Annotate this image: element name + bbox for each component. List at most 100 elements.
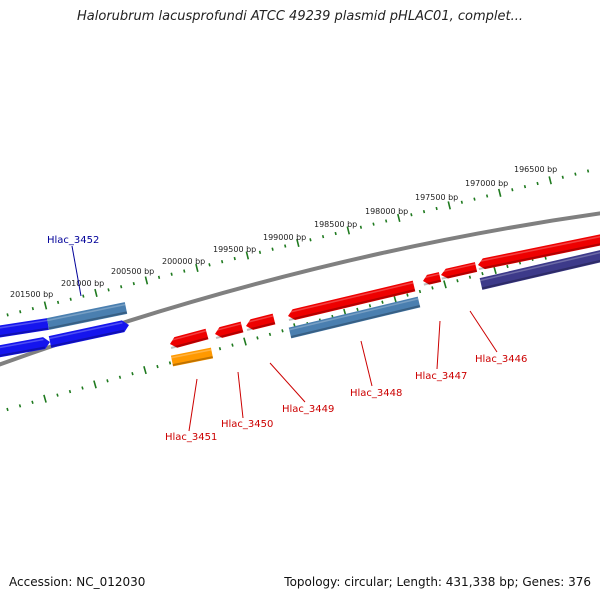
gene-arrow bbox=[48, 320, 129, 348]
gene-label-callouts: Hlac_3452 Hlac_3451 Hlac_3450 Hlac_3449 Hlac… bbox=[47, 235, 527, 443]
scale-label: 199500 bp bbox=[213, 245, 256, 254]
gene-arrow bbox=[479, 250, 600, 290]
gene-arrow bbox=[287, 280, 416, 321]
gene-arrow-body bbox=[479, 250, 600, 290]
outer-tick-major bbox=[94, 288, 98, 298]
gene-arrow-highlight bbox=[245, 315, 274, 324]
outer-tick-major bbox=[497, 188, 502, 197]
outer-tick-minor bbox=[473, 197, 476, 201]
outer-tick-minor bbox=[511, 188, 514, 192]
outer-tick-minor bbox=[107, 288, 110, 292]
gene-arrow bbox=[477, 234, 600, 271]
outer-tick-minor bbox=[271, 247, 274, 251]
inner-tick-minor bbox=[6, 407, 9, 412]
outer-tick-major bbox=[447, 201, 451, 210]
outer-tick-minor bbox=[233, 256, 236, 261]
gene-arrow-body bbox=[288, 280, 416, 320]
outer-tick-minor bbox=[536, 181, 539, 186]
gene-arrow-body bbox=[170, 347, 214, 367]
gene-arrow bbox=[0, 318, 49, 338]
outer-tick-minor bbox=[321, 235, 325, 239]
inner-tick-minor bbox=[218, 347, 222, 351]
inner-tick-minor bbox=[381, 300, 384, 304]
inner-tick-minor bbox=[106, 379, 109, 383]
outer-tick-minor bbox=[372, 222, 375, 226]
inner-tick-major bbox=[493, 265, 497, 275]
inner-tick-minor bbox=[356, 307, 359, 312]
scale-label: 199000 bp bbox=[263, 233, 306, 242]
gene-arrow-highlight bbox=[0, 338, 44, 349]
outer-tick-minor bbox=[19, 310, 22, 314]
gene-arrow-body bbox=[423, 272, 442, 285]
gene-arrow-highlight bbox=[49, 322, 123, 340]
outer-tick-major bbox=[548, 176, 552, 185]
inner-tick-major bbox=[243, 337, 247, 346]
outer-tick-major bbox=[245, 251, 250, 260]
outer-tick-minor bbox=[170, 272, 173, 276]
gene-label: Hlac_3447 bbox=[415, 371, 467, 382]
outer-tick-minor bbox=[31, 306, 34, 311]
inner-tick-minor bbox=[68, 389, 72, 394]
scale-label: 200500 bp bbox=[111, 267, 154, 276]
gene-arrow bbox=[245, 313, 276, 331]
gene-features bbox=[0, 234, 600, 367]
gene-arrow bbox=[0, 337, 50, 358]
outer-tick-minor bbox=[120, 285, 123, 289]
inner-tick-minor bbox=[81, 386, 84, 390]
inner-tick-major bbox=[143, 366, 147, 375]
gene-arrow-shade bbox=[50, 329, 125, 348]
callout-line bbox=[237, 371, 244, 419]
gene-arrow bbox=[440, 262, 478, 280]
outer-tick-major bbox=[144, 276, 149, 285]
scale-label: 197000 bp bbox=[465, 179, 508, 188]
outer-tick-minor bbox=[82, 294, 85, 298]
callout-line bbox=[269, 362, 306, 403]
gene-arrow-body bbox=[441, 262, 478, 279]
outer-tick-minor bbox=[334, 231, 337, 236]
outer-tick-minor bbox=[523, 184, 527, 189]
outer-tick-minor bbox=[435, 206, 438, 211]
outer-tick-minor bbox=[183, 269, 186, 273]
gene-arrow-shade bbox=[48, 311, 128, 330]
accession-text: Accession: NC_012030 bbox=[9, 575, 146, 589]
gene-arrow-body bbox=[246, 313, 276, 330]
inner-tick-minor bbox=[506, 264, 509, 269]
inner-tick-major bbox=[443, 280, 447, 289]
gene-arrow bbox=[288, 296, 421, 339]
inner-tick-minor bbox=[31, 400, 34, 404]
outer-tick-minor bbox=[485, 194, 489, 198]
outer-tick-minor bbox=[208, 263, 211, 267]
outer-tick-minor bbox=[359, 225, 363, 229]
gene-arrow-shade bbox=[0, 327, 49, 338]
scale-label: 201000 bp bbox=[61, 279, 104, 288]
callout-line bbox=[188, 378, 198, 432]
gene-arrow-highlight bbox=[422, 273, 440, 279]
scale-label: 200000 bp bbox=[162, 257, 205, 266]
gene-arrow bbox=[170, 347, 214, 367]
gene-arrow-shade bbox=[290, 305, 421, 338]
outer-scale-ticks bbox=[6, 169, 590, 317]
outer-tick-minor bbox=[561, 175, 564, 179]
outer-tick-minor bbox=[460, 200, 464, 204]
gene-arrow-body bbox=[288, 296, 421, 339]
gene-label: Hlac_3452 bbox=[47, 235, 99, 246]
gene-arrow-shade bbox=[481, 259, 600, 290]
gene-arrow-body bbox=[0, 337, 50, 358]
gene-arrow-shade bbox=[215, 330, 244, 339]
gene-arrow-highlight bbox=[168, 330, 207, 342]
inner-tick-minor bbox=[256, 336, 259, 340]
scale-label: 197500 bp bbox=[415, 193, 458, 202]
inner-tick-minor bbox=[156, 364, 159, 369]
outer-tick-minor bbox=[385, 219, 388, 223]
gene-arrow-body bbox=[478, 234, 600, 270]
outer-tick-minor bbox=[284, 244, 287, 248]
gene-arrow-highlight bbox=[480, 251, 600, 282]
inner-tick-minor bbox=[468, 275, 472, 279]
inner-tick-major bbox=[43, 394, 47, 403]
outer-tick-minor bbox=[157, 275, 161, 279]
gene-arrow-body bbox=[170, 328, 209, 348]
inner-tick-minor bbox=[431, 286, 434, 290]
gene-arrow-shade bbox=[246, 322, 276, 331]
outer-tick-major bbox=[43, 301, 48, 310]
gene-arrow-highlight bbox=[440, 263, 476, 273]
